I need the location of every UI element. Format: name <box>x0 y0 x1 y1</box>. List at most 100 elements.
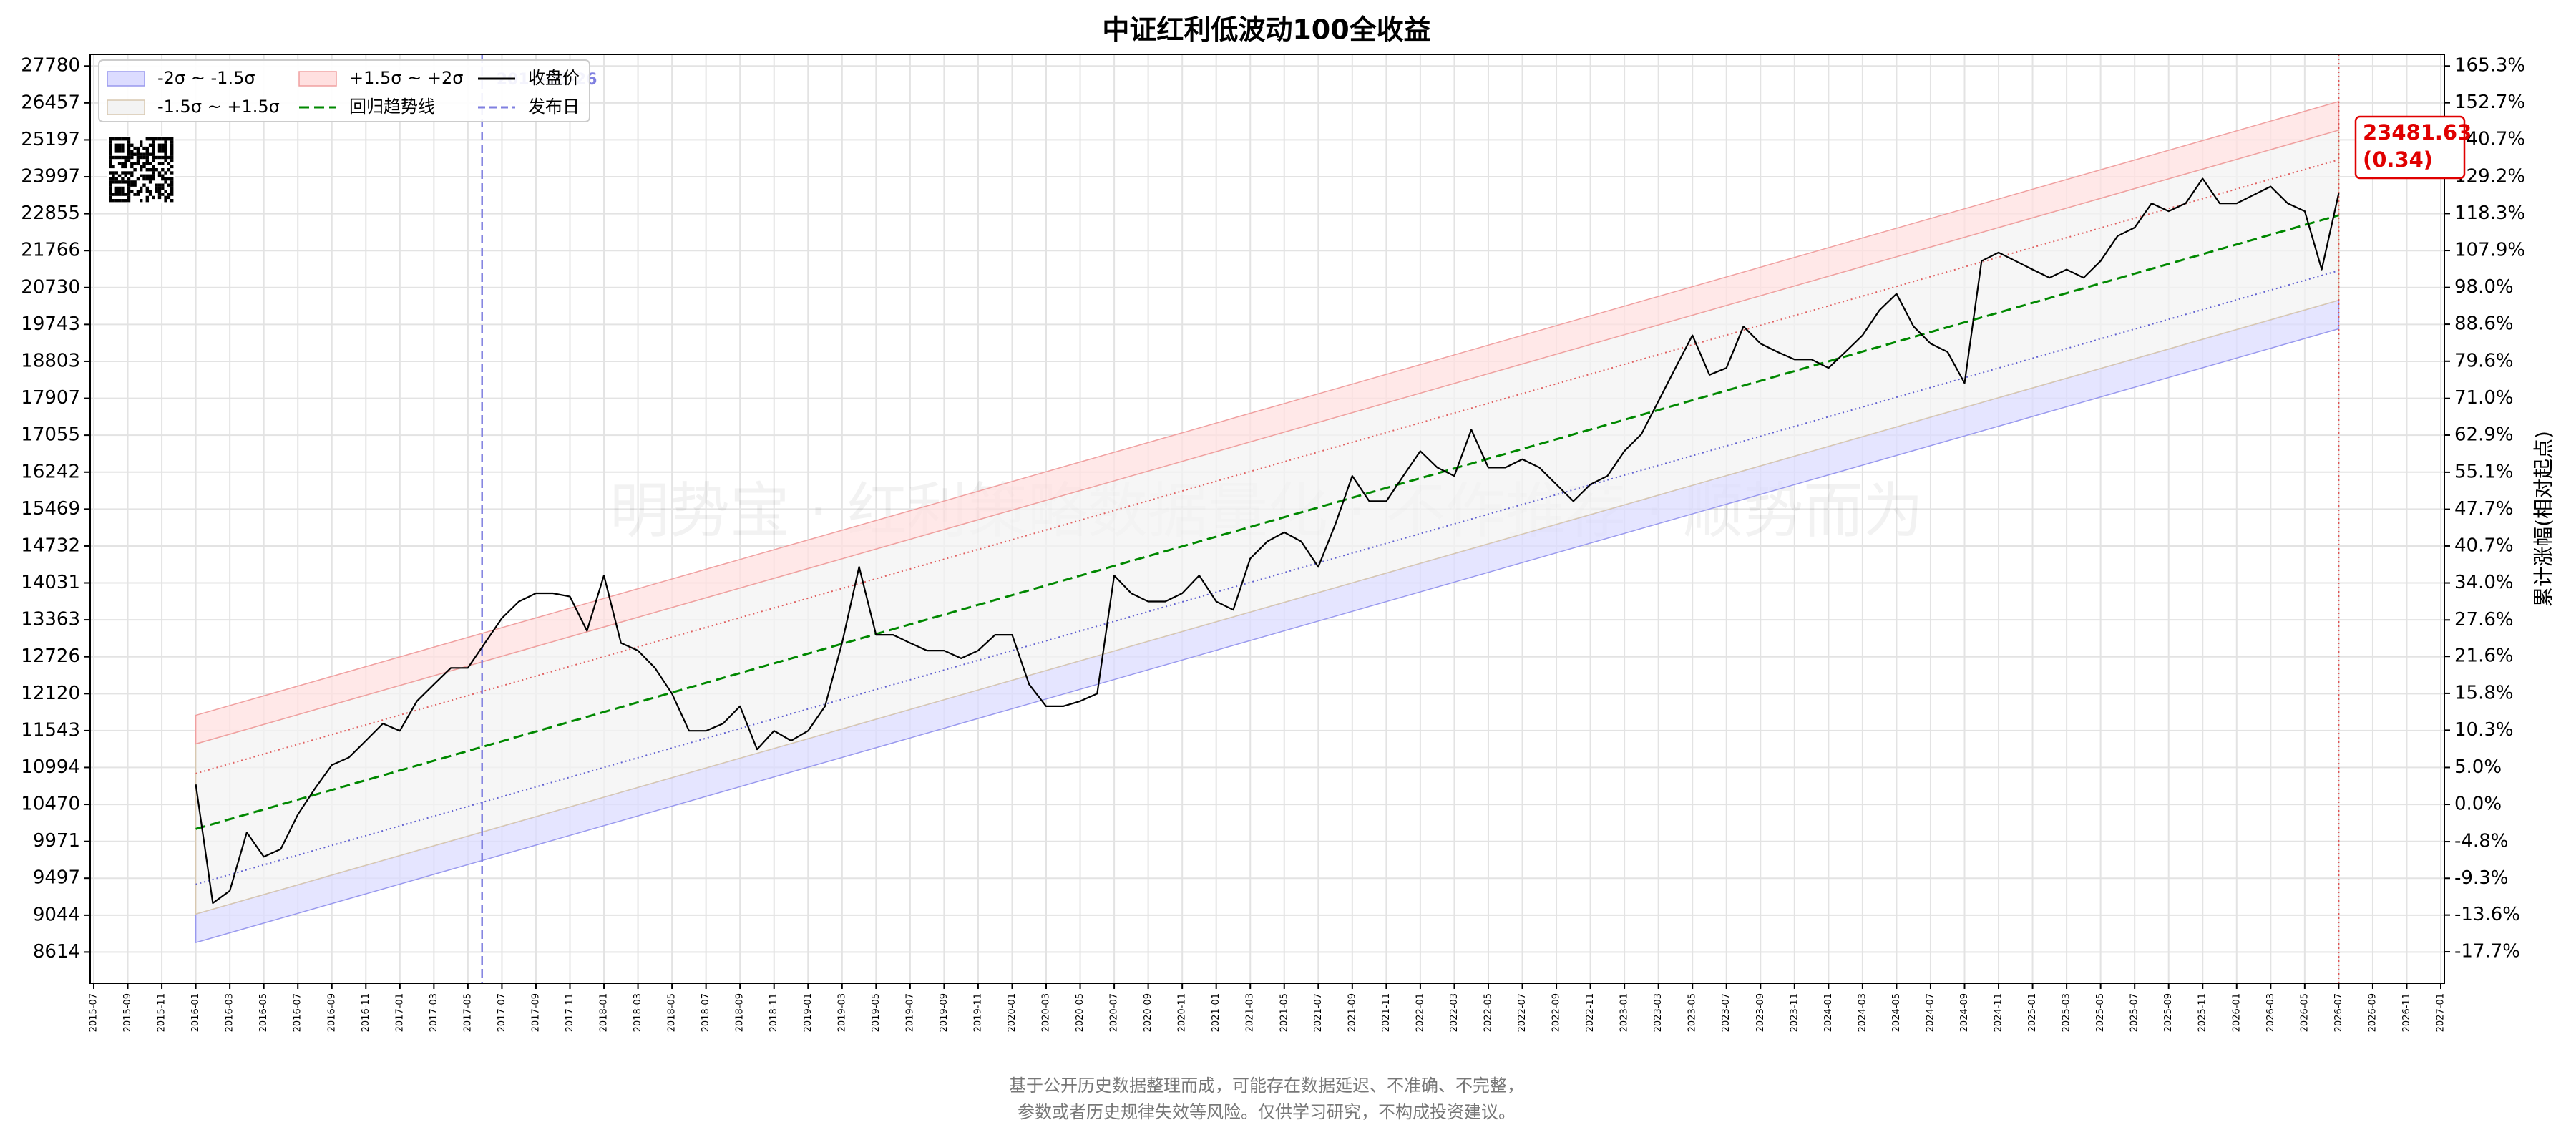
legend-label: +1.5σ ~ +2σ <box>349 68 463 88</box>
qr-cell <box>170 137 174 141</box>
legend-label: -2σ ~ -1.5σ <box>157 68 255 88</box>
x-tick-label: 2024-05 <box>1891 993 1902 1032</box>
qr-cell <box>136 190 140 193</box>
qr-cell <box>170 146 174 150</box>
chart-title: 中证红利低波动100全收益 <box>1102 14 1430 46</box>
x-tick-label: 2026-07 <box>2333 993 2344 1032</box>
qr-cell <box>140 168 143 172</box>
x-tick-label: 2019-07 <box>904 993 915 1032</box>
qr-cell <box>114 150 118 153</box>
x-tick-label: 2020-11 <box>1177 993 1188 1032</box>
qr-cell <box>114 146 118 150</box>
qr-cell <box>157 171 162 175</box>
qr-cell <box>121 146 125 150</box>
y2-tick-label: 27.6% <box>2454 609 2514 630</box>
x-tick-label: 2026-05 <box>2299 993 2310 1032</box>
legend-label: 回归趋势线 <box>349 97 435 117</box>
x-tick-label: 2018-07 <box>701 993 711 1032</box>
qr-cell <box>145 186 149 190</box>
qr-cell <box>121 180 125 184</box>
qr-cell <box>161 177 165 181</box>
x-tick-label: 2018-11 <box>769 993 779 1032</box>
qr-cell <box>121 199 125 203</box>
x-tick-label: 2020-03 <box>1041 993 1052 1032</box>
qr-cell <box>136 193 140 196</box>
qr-cell <box>133 162 137 165</box>
x-tick-label: 2016-01 <box>190 993 201 1032</box>
x-tick-label: 2024-11 <box>1994 993 2004 1032</box>
y-tick-label: 9971 <box>33 830 80 852</box>
qr-cell <box>130 155 134 160</box>
qr-cell <box>112 155 115 160</box>
qr-cell <box>161 146 165 150</box>
qr-cell <box>133 193 137 196</box>
qr-cell <box>148 193 152 196</box>
qr-cell <box>157 195 162 200</box>
legend-swatch <box>107 71 145 87</box>
qr-cell <box>114 155 118 160</box>
qr-cell <box>114 171 118 175</box>
qr-cell <box>164 190 167 193</box>
x-tick-label: 2019-01 <box>803 993 814 1032</box>
qr-cell <box>170 150 174 153</box>
x-tick-label: 2021-07 <box>1313 993 1324 1032</box>
qr-cell <box>157 174 162 177</box>
qr-cell <box>140 152 143 156</box>
qr-cell <box>127 143 131 147</box>
qr-cell <box>145 162 149 165</box>
qr-cell <box>152 140 155 144</box>
x-tick-label: 2017-05 <box>462 993 473 1032</box>
x-tick-label: 2019-03 <box>836 993 847 1032</box>
qr-cell <box>124 174 127 177</box>
qr-cell <box>164 195 167 200</box>
qr-cell <box>130 143 134 147</box>
qr-cell <box>117 162 122 165</box>
x-tick-label: 2023-05 <box>1687 993 1698 1032</box>
qr-cell <box>140 140 143 144</box>
y2-tick-label: 40.7% <box>2454 535 2514 556</box>
x-tick-label: 2022-09 <box>1551 993 1562 1032</box>
x-tick-label: 2017-07 <box>497 993 507 1032</box>
qr-cell <box>170 165 174 169</box>
y-tick-label: 9044 <box>33 904 80 925</box>
x-tick-label: 2019-09 <box>939 993 950 1032</box>
y2-tick-label: 88.6% <box>2454 313 2514 335</box>
qr-cell <box>136 150 140 153</box>
annotation-value: 23481.63 <box>2363 120 2472 145</box>
qr-cell <box>148 174 152 177</box>
y2-tick-label: 5.0% <box>2454 756 2502 778</box>
qr-cell <box>164 146 167 150</box>
y2-tick-label: 152.7% <box>2454 92 2525 113</box>
qr-cell <box>109 137 112 141</box>
qr-cell <box>114 186 118 190</box>
qr-cell <box>124 165 127 169</box>
qr-cell <box>164 155 167 160</box>
qr-cell <box>133 146 137 150</box>
qr-cell <box>124 162 127 165</box>
qr-cell <box>130 165 134 169</box>
y-tick-label: 22855 <box>21 203 80 224</box>
y2-tick-label: 55.1% <box>2454 461 2514 482</box>
qr-cell <box>142 174 146 177</box>
x-tick-label: 2018-01 <box>599 993 610 1032</box>
qr-cell <box>152 171 155 175</box>
qr-cell <box>127 152 131 156</box>
qr-cell <box>145 195 149 200</box>
y2-tick-label: 62.9% <box>2454 424 2514 446</box>
qr-cell <box>112 174 115 177</box>
qr-cell <box>140 199 143 203</box>
qr-cell <box>136 177 140 181</box>
qr-cell <box>109 143 112 147</box>
y-tick-label: 14732 <box>21 535 80 556</box>
qr-cell <box>117 190 122 193</box>
y2-tick-label: 79.6% <box>2454 350 2514 371</box>
qr-cell <box>124 199 127 203</box>
x-tick-label: 2024-07 <box>1925 993 1936 1032</box>
qr-cell <box>157 193 162 196</box>
qr-cell <box>157 162 162 165</box>
qr-cell <box>109 159 112 162</box>
qr-cell <box>152 152 155 156</box>
qr-cell <box>152 143 155 147</box>
qr-cell <box>133 183 137 187</box>
qr-cell <box>157 183 162 187</box>
